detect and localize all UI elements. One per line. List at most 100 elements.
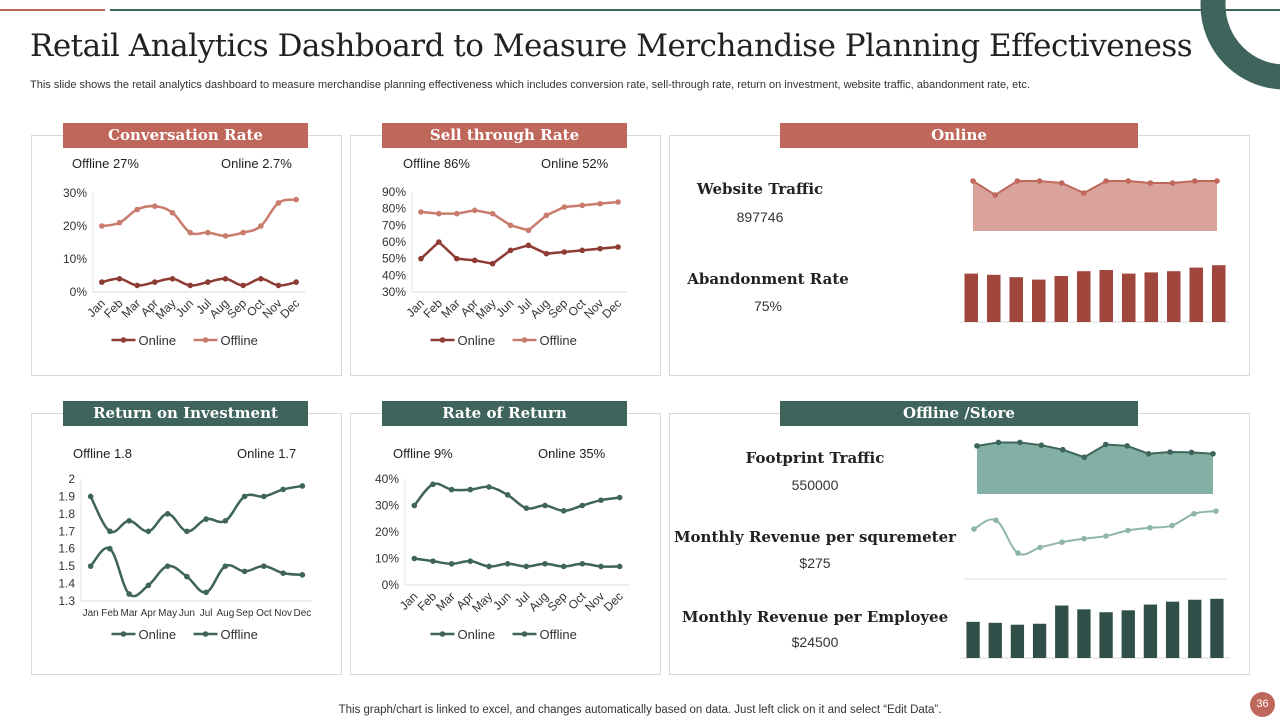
revenue-per-employee-label: Monthly Revenue per Employee — [681, 608, 949, 626]
data-point-offline — [116, 219, 123, 226]
label-rate-of-return: Rate of Return — [382, 401, 627, 426]
conversation-rate-chart[interactable]: 0%10%20%30%JanFebMarAprMayJunJulAugSepOc… — [31, 135, 342, 376]
label-offline-store: Offline /Store — [780, 401, 1138, 426]
data-point-offline — [152, 203, 158, 209]
website-traffic-value: 897746 — [736, 209, 784, 225]
return-on-investment-chart[interactable]: 1.3 1.4 1.5 1.6 1.7 1.8 1.9 2 Jan Feb Mar Apr May Jun… — [31, 413, 342, 675]
data-point-online — [241, 493, 248, 500]
website-traffic-chart[interactable] — [960, 165, 1230, 235]
data-point-offline — [261, 563, 267, 569]
data-point-online — [258, 276, 264, 282]
bar — [1122, 273, 1136, 322]
x-tick-label: Jun — [173, 296, 197, 320]
data-point-offline — [222, 233, 229, 239]
data-point-offline — [134, 206, 140, 213]
y-tick-label: 20% — [63, 219, 87, 233]
x-tick-label: Dec — [293, 608, 311, 619]
footprint-traffic-value: 550000 — [791, 477, 839, 493]
series-line-offline — [89, 546, 303, 598]
series-line-online — [101, 277, 297, 287]
y-tick-label: 30% — [375, 499, 399, 513]
website-traffic-label: Website Traffic — [696, 180, 824, 198]
roi-offline-value: Offline 1.8 — [73, 446, 133, 461]
label-sell-through-rate: Sell through Rate — [382, 123, 627, 148]
series-line-offline — [101, 198, 297, 238]
x-tick-label: Oct — [256, 608, 272, 619]
revenue-per-sqm-value: $275 — [799, 555, 831, 571]
data-point — [1213, 508, 1219, 514]
data-point-offline — [241, 568, 248, 575]
abandonment-rate-chart[interactable] — [960, 265, 1230, 325]
x-tick-label: Dec — [601, 589, 626, 614]
x-tick-label: Mar — [121, 608, 139, 619]
data-point-offline — [87, 563, 94, 569]
data-point-online — [489, 260, 496, 267]
panel-conversation-rate — [31, 135, 342, 376]
data-point-online — [560, 508, 567, 514]
sell-offline-value: Offline 86% — [403, 156, 470, 171]
corner-arc-decoration — [1200, 0, 1280, 90]
data-point-online — [448, 486, 455, 493]
revenue-per-sqm-chart[interactable] — [960, 505, 1230, 581]
data-point — [1210, 450, 1216, 457]
y-tick-label: 0% — [70, 285, 88, 299]
sell-through-rate-chart[interactable]: 30%40%50%60%70%80%90%JanFebMarAprMayJunJ… — [350, 135, 661, 376]
accent-line-green — [110, 9, 1280, 11]
bar — [1143, 604, 1158, 658]
data-point-offline — [205, 229, 211, 236]
y-tick-label: 1.4 — [58, 577, 75, 591]
data-point-offline — [615, 199, 621, 205]
legend-marker-offline — [521, 631, 528, 637]
revenue-per-employee-chart[interactable] — [960, 590, 1230, 660]
label-online: Online — [780, 123, 1138, 148]
revenue-per-sqm-label: Monthly Revenue per squremeter — [673, 528, 957, 546]
data-point-offline — [184, 573, 190, 580]
data-point-offline — [507, 222, 514, 229]
ror-offline-value: Offline 9% — [393, 446, 453, 461]
data-point-online — [615, 244, 621, 250]
data-point-online — [411, 502, 418, 509]
y-tick-label: 1.5 — [58, 559, 75, 573]
data-point-offline — [579, 202, 586, 209]
panel-return-on-investment — [31, 413, 342, 675]
bar — [1054, 276, 1068, 322]
data-point-offline — [299, 572, 306, 578]
y-tick-label: 60% — [382, 235, 406, 249]
x-tick-label: Sep — [236, 608, 254, 619]
bar — [1099, 612, 1113, 658]
data-point-online — [261, 493, 267, 500]
legend-label-offline: Offline — [540, 333, 577, 348]
data-point-online — [187, 282, 193, 289]
data-point — [971, 526, 977, 532]
series-line-online — [89, 484, 303, 534]
legend-label-online: Online — [139, 333, 177, 348]
bar — [1165, 601, 1180, 658]
x-tick-label: Feb — [101, 608, 119, 619]
conv-offline-value: Offline 27% — [72, 156, 139, 171]
data-point-online — [471, 257, 478, 264]
data-point — [1103, 533, 1109, 539]
data-point — [1169, 522, 1175, 529]
data-point-online — [275, 282, 282, 289]
bar — [988, 622, 1002, 658]
data-point-offline — [293, 196, 299, 203]
data-point-online — [116, 276, 123, 282]
rate-of-return-chart[interactable]: 0%10%20%30%40%JanFebMarAprMayJunJulAugSe… — [350, 413, 661, 675]
bar — [1032, 623, 1047, 658]
data-point-online — [507, 247, 514, 254]
data-point-offline — [597, 200, 603, 207]
data-point — [1167, 449, 1173, 455]
data-point — [1060, 446, 1066, 453]
data-point — [1038, 442, 1045, 448]
data-point-offline — [145, 582, 152, 589]
data-point-online — [203, 516, 209, 522]
series-line-online — [413, 482, 620, 513]
legend-marker-online — [439, 631, 446, 637]
page-subtitle: This slide shows the retail analytics da… — [30, 79, 1030, 91]
footprint-traffic-chart[interactable] — [960, 435, 1230, 497]
data-point-online — [126, 518, 132, 524]
data-point — [1081, 535, 1087, 542]
data-point — [1145, 450, 1152, 457]
data-point-offline — [126, 591, 132, 597]
data-point — [995, 439, 1002, 446]
